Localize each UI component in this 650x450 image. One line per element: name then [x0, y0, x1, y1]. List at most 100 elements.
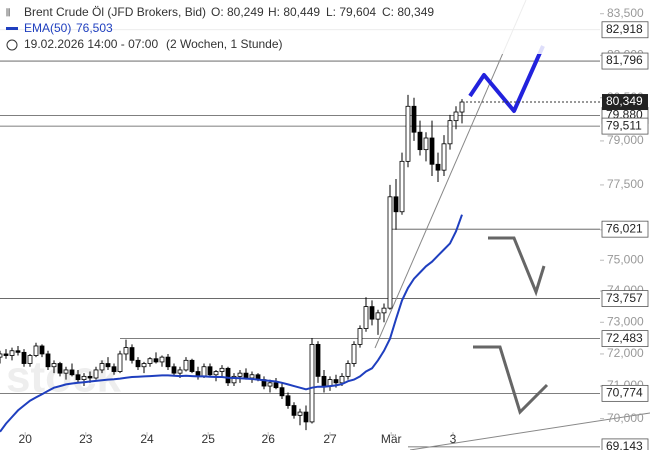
candle-body: [105, 363, 111, 368]
level-label: 79,511: [606, 118, 642, 132]
ema-value: 76,503: [76, 21, 113, 35]
level-box: [601, 384, 649, 402]
level-box: [601, 220, 649, 238]
candle-body: [39, 345, 45, 355]
candle-body: [87, 375, 93, 379]
candle-body: [441, 143, 447, 171]
candle-body: [273, 382, 279, 389]
last-price-label: 80,349: [606, 94, 643, 108]
candle-body: [351, 343, 357, 364]
x-tick-label: 24: [140, 432, 154, 446]
candle-body: [267, 382, 273, 387]
candle-body: [423, 137, 429, 151]
x-tick-label: 27: [323, 432, 337, 446]
candle-body: [339, 375, 345, 384]
candle-body: [135, 359, 141, 368]
clock-icon: [6, 39, 18, 51]
x-tick-label: Mär: [381, 432, 402, 446]
candle-body: [99, 363, 105, 371]
scenario-down: [488, 236, 546, 297]
candle-body: [381, 307, 387, 314]
x-tick-label: 25: [202, 432, 216, 446]
candle-body: [57, 363, 63, 374]
candle-body: [363, 306, 369, 329]
ohlc: H: 80,449: [268, 5, 320, 19]
candle-body: [393, 196, 399, 213]
candle-body: [75, 374, 81, 380]
level-label: 76,021: [606, 221, 643, 235]
ohlc: L: 79,604: [326, 5, 376, 19]
candle-body: [291, 405, 297, 416]
candle-body: [21, 351, 27, 364]
level-box: [601, 117, 649, 135]
candle-body: [429, 137, 435, 165]
candle-body: [321, 375, 327, 387]
level-label: 73,757: [606, 291, 643, 305]
candle-body: [285, 395, 291, 406]
candle-body: [399, 160, 405, 213]
level-box: [601, 52, 649, 70]
candle-body: [231, 375, 237, 384]
level-label: 81,796: [606, 53, 643, 67]
candle-body: [9, 350, 15, 356]
period: (2 Wochen, 1 Stunde): [166, 37, 283, 51]
ema-line: [0, 214, 463, 433]
candle-body: [225, 367, 231, 384]
candle-body: [315, 343, 321, 377]
candle-body: [357, 328, 363, 345]
candle-body: [387, 196, 393, 309]
y-axis: 83,50082,00080,50079,00077,50076,00075,0…: [19, 6, 649, 450]
icon: ⫼: [6, 7, 10, 17]
x-tick-label: 20: [19, 432, 33, 446]
candle-body: [213, 371, 219, 376]
candle-body: [207, 366, 213, 376]
level-label: 82,918: [606, 22, 643, 36]
candle-body: [243, 372, 249, 379]
candle-body: [141, 363, 147, 368]
trend-line: [409, 412, 650, 450]
candle-body: [3, 353, 9, 356]
level-label: 69,143: [606, 439, 643, 450]
candle-body: [153, 358, 159, 363]
candle-body: [15, 350, 21, 353]
level-label: 70,774: [606, 386, 643, 400]
candle-body: [369, 306, 375, 320]
candle-body: [375, 312, 381, 320]
candle-body: [447, 120, 453, 145]
candle-body: [189, 359, 195, 372]
candle-body: [123, 347, 129, 355]
last-price-box: [602, 94, 648, 111]
y-tick-label: 73,000: [607, 314, 644, 328]
y-tick-label: 77,500: [607, 177, 644, 191]
y-tick-label: 72,000: [607, 346, 644, 360]
candle-body: [93, 369, 99, 379]
header-bg: [0, 0, 600, 54]
level-box: [601, 330, 649, 347]
candle-body: [51, 363, 57, 368]
candle-body: [411, 105, 417, 133]
candle-body: [303, 411, 309, 423]
candle-body: [201, 366, 207, 377]
candle-body: [453, 111, 459, 122]
candle-body: [177, 369, 183, 374]
candle-body: [45, 353, 51, 368]
candle-body: [459, 101, 465, 113]
candle-body: [183, 359, 189, 371]
level-box: [601, 21, 649, 39]
candle-body: [297, 411, 303, 416]
candle-body: [333, 379, 339, 384]
trend-line: [374, 0, 527, 349]
level-box: [601, 290, 649, 307]
candle-body: [147, 358, 153, 364]
candle-body: [219, 367, 225, 372]
candle-body: [237, 372, 243, 377]
y-tick-label: 70,000: [607, 411, 644, 425]
y-tick-label: 83,500: [607, 6, 644, 20]
candle-body: [279, 387, 285, 397]
y-tick-label: 79,000: [607, 133, 644, 147]
level-label: 72,483: [606, 331, 643, 345]
candle-body: [249, 374, 255, 379]
scenario-down: [473, 345, 549, 415]
ohlc: C: 80,349: [382, 5, 434, 19]
